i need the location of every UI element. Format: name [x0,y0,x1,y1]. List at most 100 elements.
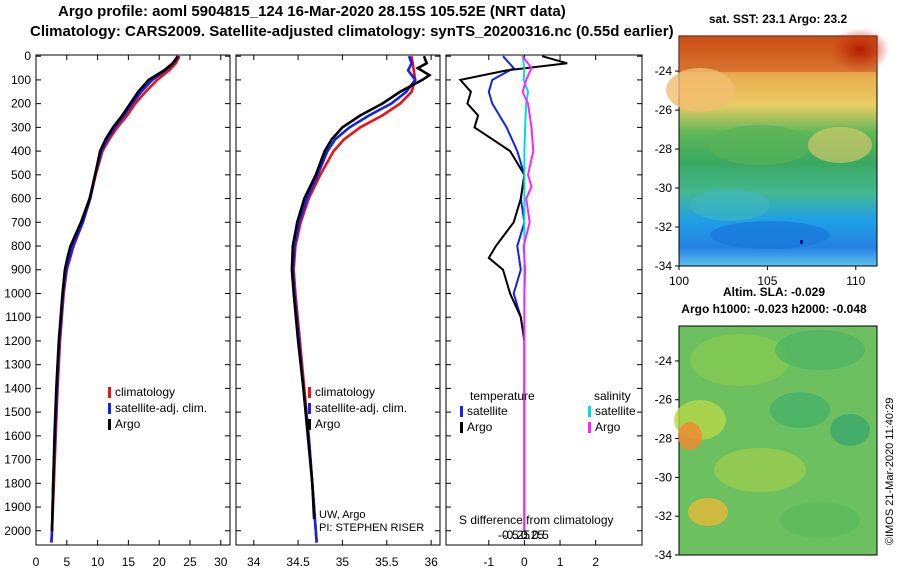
y-tick-label: 1500 [4,405,31,419]
x-tick-label: 1 [557,555,564,569]
legend-temperature-title: temperature [470,389,535,403]
sst-y-tick-label: -26 [655,103,673,117]
difference-xlabel: S difference from climatology [459,513,614,527]
x-tick-label: 5 [63,555,70,569]
y-tick-label: 400 [11,144,31,158]
legend-temperature-label: Argo [467,420,493,434]
y-tick-label: 800 [11,239,31,253]
y-tick-label: 600 [11,192,31,206]
legend-swatch-temperature [460,406,463,417]
legend-swatch [308,419,311,430]
series-line-salinity-argo [521,55,535,531]
sla-map-subtitle: Argo h1000: -0.023 h2000: -0.048 [681,302,867,316]
plot-title-line1: Argo profile: aoml 5904815_124 16-Mar-20… [58,3,566,20]
sla-map-blob-2 [775,330,865,370]
y-tick-label: 200 [11,97,31,111]
pi-annotation-line2: PI: STEPHEN RISER [319,522,424,534]
series-line-argo [50,55,179,531]
y-tick-label: 1400 [4,381,31,395]
sla-map-blob-7 [714,448,806,492]
sla-y-tick-label: -32 [655,509,673,523]
sst-map-title: sat. SST: 23.1 Argo: 23.2 [709,12,848,26]
y-tick-label: 1100 [5,310,31,324]
sst-map-argo-marker [800,240,803,244]
y-tick-label: 100 [11,73,31,87]
y-tick-label: 1600 [4,429,31,443]
sla-y-tick-label: -26 [655,393,673,407]
x-tick-label: -1 [483,555,494,569]
x-tick-label-salinity: 0.25 [521,528,545,542]
legend-swatch [108,403,111,414]
legend-swatch [308,403,311,414]
x-tick-label: 15 [122,555,136,569]
sla-map-blob-4 [678,422,702,450]
sst-x-tick-label: 105 [757,274,777,288]
y-tick-label: 500 [11,168,31,182]
y-tick-label: 1300 [4,358,31,372]
panel-frame-1 [35,54,231,546]
sla-map-title: Altim. SLA: -0.029 [723,285,825,299]
x-tick-label-salinity: 0 [521,528,528,542]
sla-map-blob-9 [780,502,860,538]
sla-y-tick-label: -28 [655,432,673,446]
legend-label: climatology [315,385,375,399]
x-tick-label: 34.5 [286,555,310,569]
sla-map-blob-8 [688,498,728,526]
y-tick-label: 0 [24,49,31,63]
sst-map-blob-3 [808,127,872,163]
legend-label: satellite-adj. clim. [115,401,207,415]
x-tick-label: 30 [214,555,228,569]
legend-temperature-label: satellite [467,404,508,418]
panel-frame-3 [445,54,643,546]
sla-map: Altim. SLA: -0.029 Argo h1000: -0.023 h2… [655,285,878,562]
y-tick-label: 2000 [4,524,31,538]
x-tick-label-salinity: 0.5 [532,528,549,542]
legend-swatch [308,387,311,398]
sst-map-blob-5 [710,221,830,249]
x-tick-label: 20 [152,555,166,569]
legend-label: climatology [115,385,175,399]
y-tick-label: 900 [11,263,31,277]
legend-salinity-label: Argo [595,420,621,434]
sst-y-tick-label: -32 [655,220,673,234]
sst-map-blob-2 [708,125,812,165]
series-line-temperature-satellite [487,55,526,531]
legend-salinity-label: satellite [595,404,636,418]
legend-swatch [108,387,111,398]
sst-y-tick-label: -34 [655,259,673,273]
legend-swatch [108,419,111,430]
profile-panel-1: 0 5 10 15 20 25 300100200300400500600700800900… [4,49,231,569]
imos-watermark: ©IMOS 21-Mar-2020 11:40:29 [884,398,896,545]
x-tick-label-salinity: -0.5 [498,528,519,542]
legend-label: Argo [315,417,341,431]
sst-x-tick-label: 110 [846,274,865,288]
sst-y-tick-label: -28 [655,142,673,156]
sst-map-hotspot [830,28,890,72]
y-tick-label: 1900 [4,500,31,514]
series-line-satellite-adj-clim- [50,55,180,543]
sla-map-blob-5 [770,392,830,428]
y-tick-label: 1700 [4,453,31,467]
sst-map-blob-1 [666,68,734,112]
sst-y-tick-label: -24 [655,64,673,78]
x-tick-label: 2 [592,555,599,569]
sla-map-blob-1 [690,334,790,386]
y-tick-label: 1800 [4,476,31,490]
sst-y-tick-label: -30 [655,181,673,195]
legend-swatch-temperature [460,422,463,433]
sla-y-tick-label: -24 [655,354,673,368]
x-tick-label: 35 [336,555,350,569]
legend-swatch-salinity [588,422,591,433]
x-tick-label: 0 [521,555,528,569]
y-tick-label: 1200 [4,334,31,348]
sst-map-blob-4 [690,189,770,221]
legend-label: satellite-adj. clim. [315,401,407,415]
pi-annotation-line1: UW, Argo [319,509,365,521]
legend-salinity-title: salinity [594,389,631,403]
y-tick-label: 1000 [4,286,31,300]
sla-map-blob-6 [830,414,870,446]
plot-title-line2: Climatology: CARS2009. Satellite-adjuste… [30,23,674,40]
x-tick-label: 25 [183,555,197,569]
